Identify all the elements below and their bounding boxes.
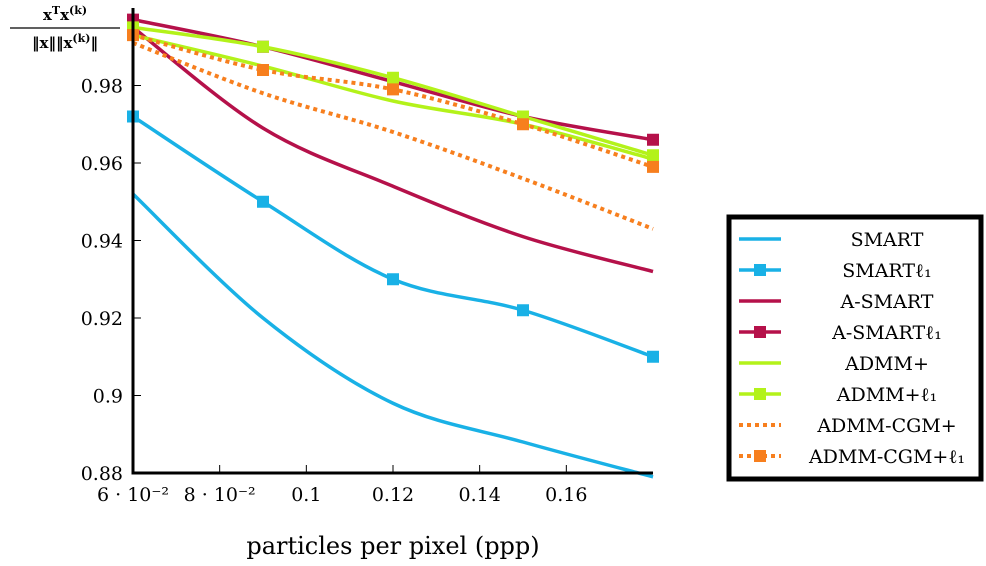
series-0 <box>131 192 654 479</box>
legend-entry: ADMM+ <box>739 353 929 375</box>
legend: SMART SMARTℓ₁ A-SMART A-SMARTℓ₁ ADMM+ ADMM+ℓ₁… <box>726 214 984 482</box>
x-tick-label: 0.12 <box>372 484 414 506</box>
series-marker <box>257 64 269 76</box>
legend-label: SMARTℓ₁ <box>842 260 932 282</box>
x-tick-label: 0.1 <box>291 484 321 506</box>
legend-box <box>726 214 984 482</box>
x-tick-label: 8 · 10⁻² <box>184 484 256 506</box>
axes: 0.88 0.9 0.92 0.94 0.96 0.98 6 · 10⁻² 8 · 10⁻² 0… <box>81 8 653 506</box>
legend-entry: ADMM-CGM+ℓ₁ <box>739 446 965 468</box>
series-line <box>132 41 654 231</box>
series-marker <box>257 195 269 208</box>
y-tick-label: 0.98 <box>81 76 123 98</box>
legend-entry: SMART <box>739 229 924 251</box>
legend-swatch-marker <box>754 450 766 462</box>
legend-label: A-SMARTℓ₁ <box>831 322 942 344</box>
legend-entry: A-SMART <box>739 291 934 313</box>
series-2 <box>131 25 654 274</box>
legend-swatch-marker <box>754 264 766 276</box>
y-tick-label: 0.88 <box>81 463 123 485</box>
legend-label: A-SMART <box>840 291 934 313</box>
series-marker <box>647 133 659 146</box>
y-tick-label: 0.9 <box>93 386 123 408</box>
y-axis-label-numerator: xTx(k) <box>43 4 87 24</box>
y-tick-label: 0.96 <box>81 153 123 175</box>
legend-swatch-marker <box>754 326 766 338</box>
x-tick-label: 6 · 10⁻² <box>97 484 169 506</box>
y-tick-label: 0.92 <box>81 308 123 330</box>
x-axis-label: particles per pixel (ppp) <box>246 532 539 560</box>
y-axis-label-denominator: ‖x‖‖x(k)‖ <box>32 32 98 52</box>
legend-entry: ADMM-CGM+ <box>739 415 957 437</box>
series-line <box>131 192 654 479</box>
series-line <box>132 33 654 161</box>
series-marker <box>387 273 399 286</box>
legend-entry: A-SMARTℓ₁ <box>739 322 942 344</box>
series-1 <box>127 110 659 363</box>
series-6 <box>132 41 654 231</box>
x-tick-label: 0.14 <box>459 484 501 506</box>
legend-label: ADMM-CGM+ <box>816 415 956 437</box>
x-tick-label: 0.16 <box>545 484 587 506</box>
legend-label: ADMM+ <box>844 353 929 375</box>
legend-label: ADMM+ℓ₁ <box>836 384 938 406</box>
series-marker <box>517 304 529 317</box>
legend-label: ADMM-CGM+ℓ₁ <box>808 446 965 468</box>
series-marker <box>647 160 659 173</box>
series-marker <box>647 149 659 162</box>
legend-entry: SMARTℓ₁ <box>739 260 932 282</box>
series-7 <box>127 29 659 173</box>
legend-entry: ADMM+ℓ₁ <box>739 384 937 406</box>
series-marker <box>387 71 399 84</box>
series-4 <box>132 33 654 161</box>
series-marker <box>647 350 659 363</box>
legend-swatch-marker <box>754 388 766 400</box>
series-line <box>131 25 654 274</box>
series-marker <box>257 40 269 53</box>
series-line <box>132 115 654 359</box>
y-axis-label: xTx(k) ‖x‖‖x(k)‖ <box>10 4 120 52</box>
y-tick-label: 0.94 <box>81 231 123 253</box>
legend-label: SMART <box>851 229 924 251</box>
series-marker <box>387 83 399 96</box>
series-layer <box>127 13 659 479</box>
series-marker <box>517 118 529 131</box>
series-5 <box>127 21 659 162</box>
